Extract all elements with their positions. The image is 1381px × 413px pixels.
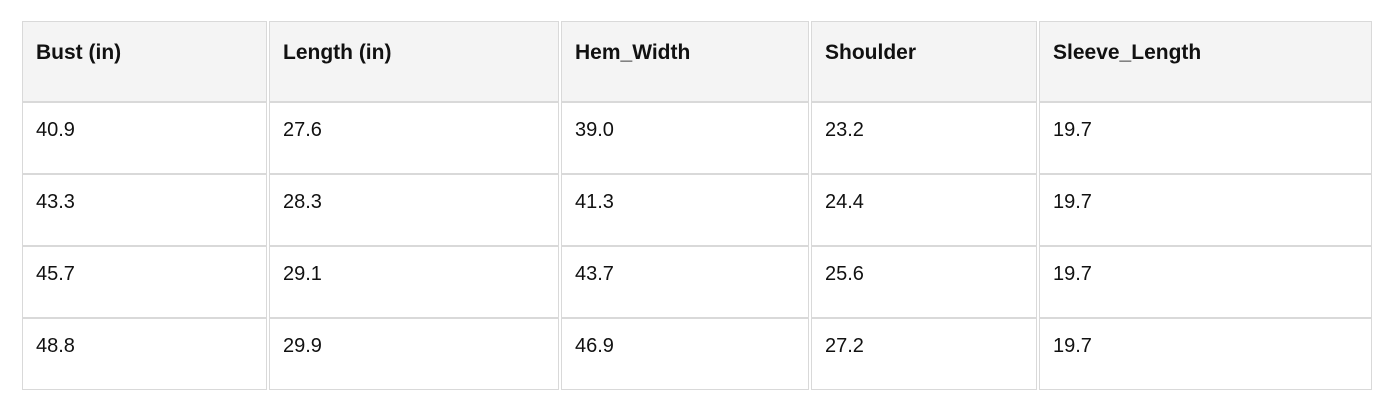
column-header-bust: Bust (in)	[22, 21, 267, 102]
cell-shoulder: 24.4	[811, 174, 1037, 246]
cell-sleeve-length: 19.7	[1039, 102, 1372, 174]
cell-hem-width: 39.0	[561, 102, 809, 174]
table-row: 45.7 29.1 43.7 25.6 19.7	[22, 246, 1372, 318]
cell-length: 29.9	[269, 318, 559, 390]
size-chart-table: Bust (in) Length (in) Hem_Width Shoulder…	[20, 21, 1374, 390]
cell-shoulder: 27.2	[811, 318, 1037, 390]
table-row: 40.9 27.6 39.0 23.2 19.7	[22, 102, 1372, 174]
cell-sleeve-length: 19.7	[1039, 174, 1372, 246]
column-header-length: Length (in)	[269, 21, 559, 102]
cell-hem-width: 41.3	[561, 174, 809, 246]
cell-bust: 43.3	[22, 174, 267, 246]
column-header-shoulder: Shoulder	[811, 21, 1037, 102]
table-header-row: Bust (in) Length (in) Hem_Width Shoulder…	[22, 21, 1372, 102]
cell-hem-width: 43.7	[561, 246, 809, 318]
cell-bust: 48.8	[22, 318, 267, 390]
cell-sleeve-length: 19.7	[1039, 246, 1372, 318]
cell-shoulder: 25.6	[811, 246, 1037, 318]
cell-bust: 40.9	[22, 102, 267, 174]
cell-shoulder: 23.2	[811, 102, 1037, 174]
table-row: 48.8 29.9 46.9 27.2 19.7	[22, 318, 1372, 390]
cell-hem-width: 46.9	[561, 318, 809, 390]
column-header-hem-width: Hem_Width	[561, 21, 809, 102]
cell-length: 28.3	[269, 174, 559, 246]
table-container: Bust (in) Length (in) Hem_Width Shoulder…	[20, 21, 1374, 390]
cell-sleeve-length: 19.7	[1039, 318, 1372, 390]
table-row: 43.3 28.3 41.3 24.4 19.7	[22, 174, 1372, 246]
cell-length: 27.6	[269, 102, 559, 174]
column-header-sleeve-length: Sleeve_Length	[1039, 21, 1372, 102]
cell-bust: 45.7	[22, 246, 267, 318]
cell-length: 29.1	[269, 246, 559, 318]
